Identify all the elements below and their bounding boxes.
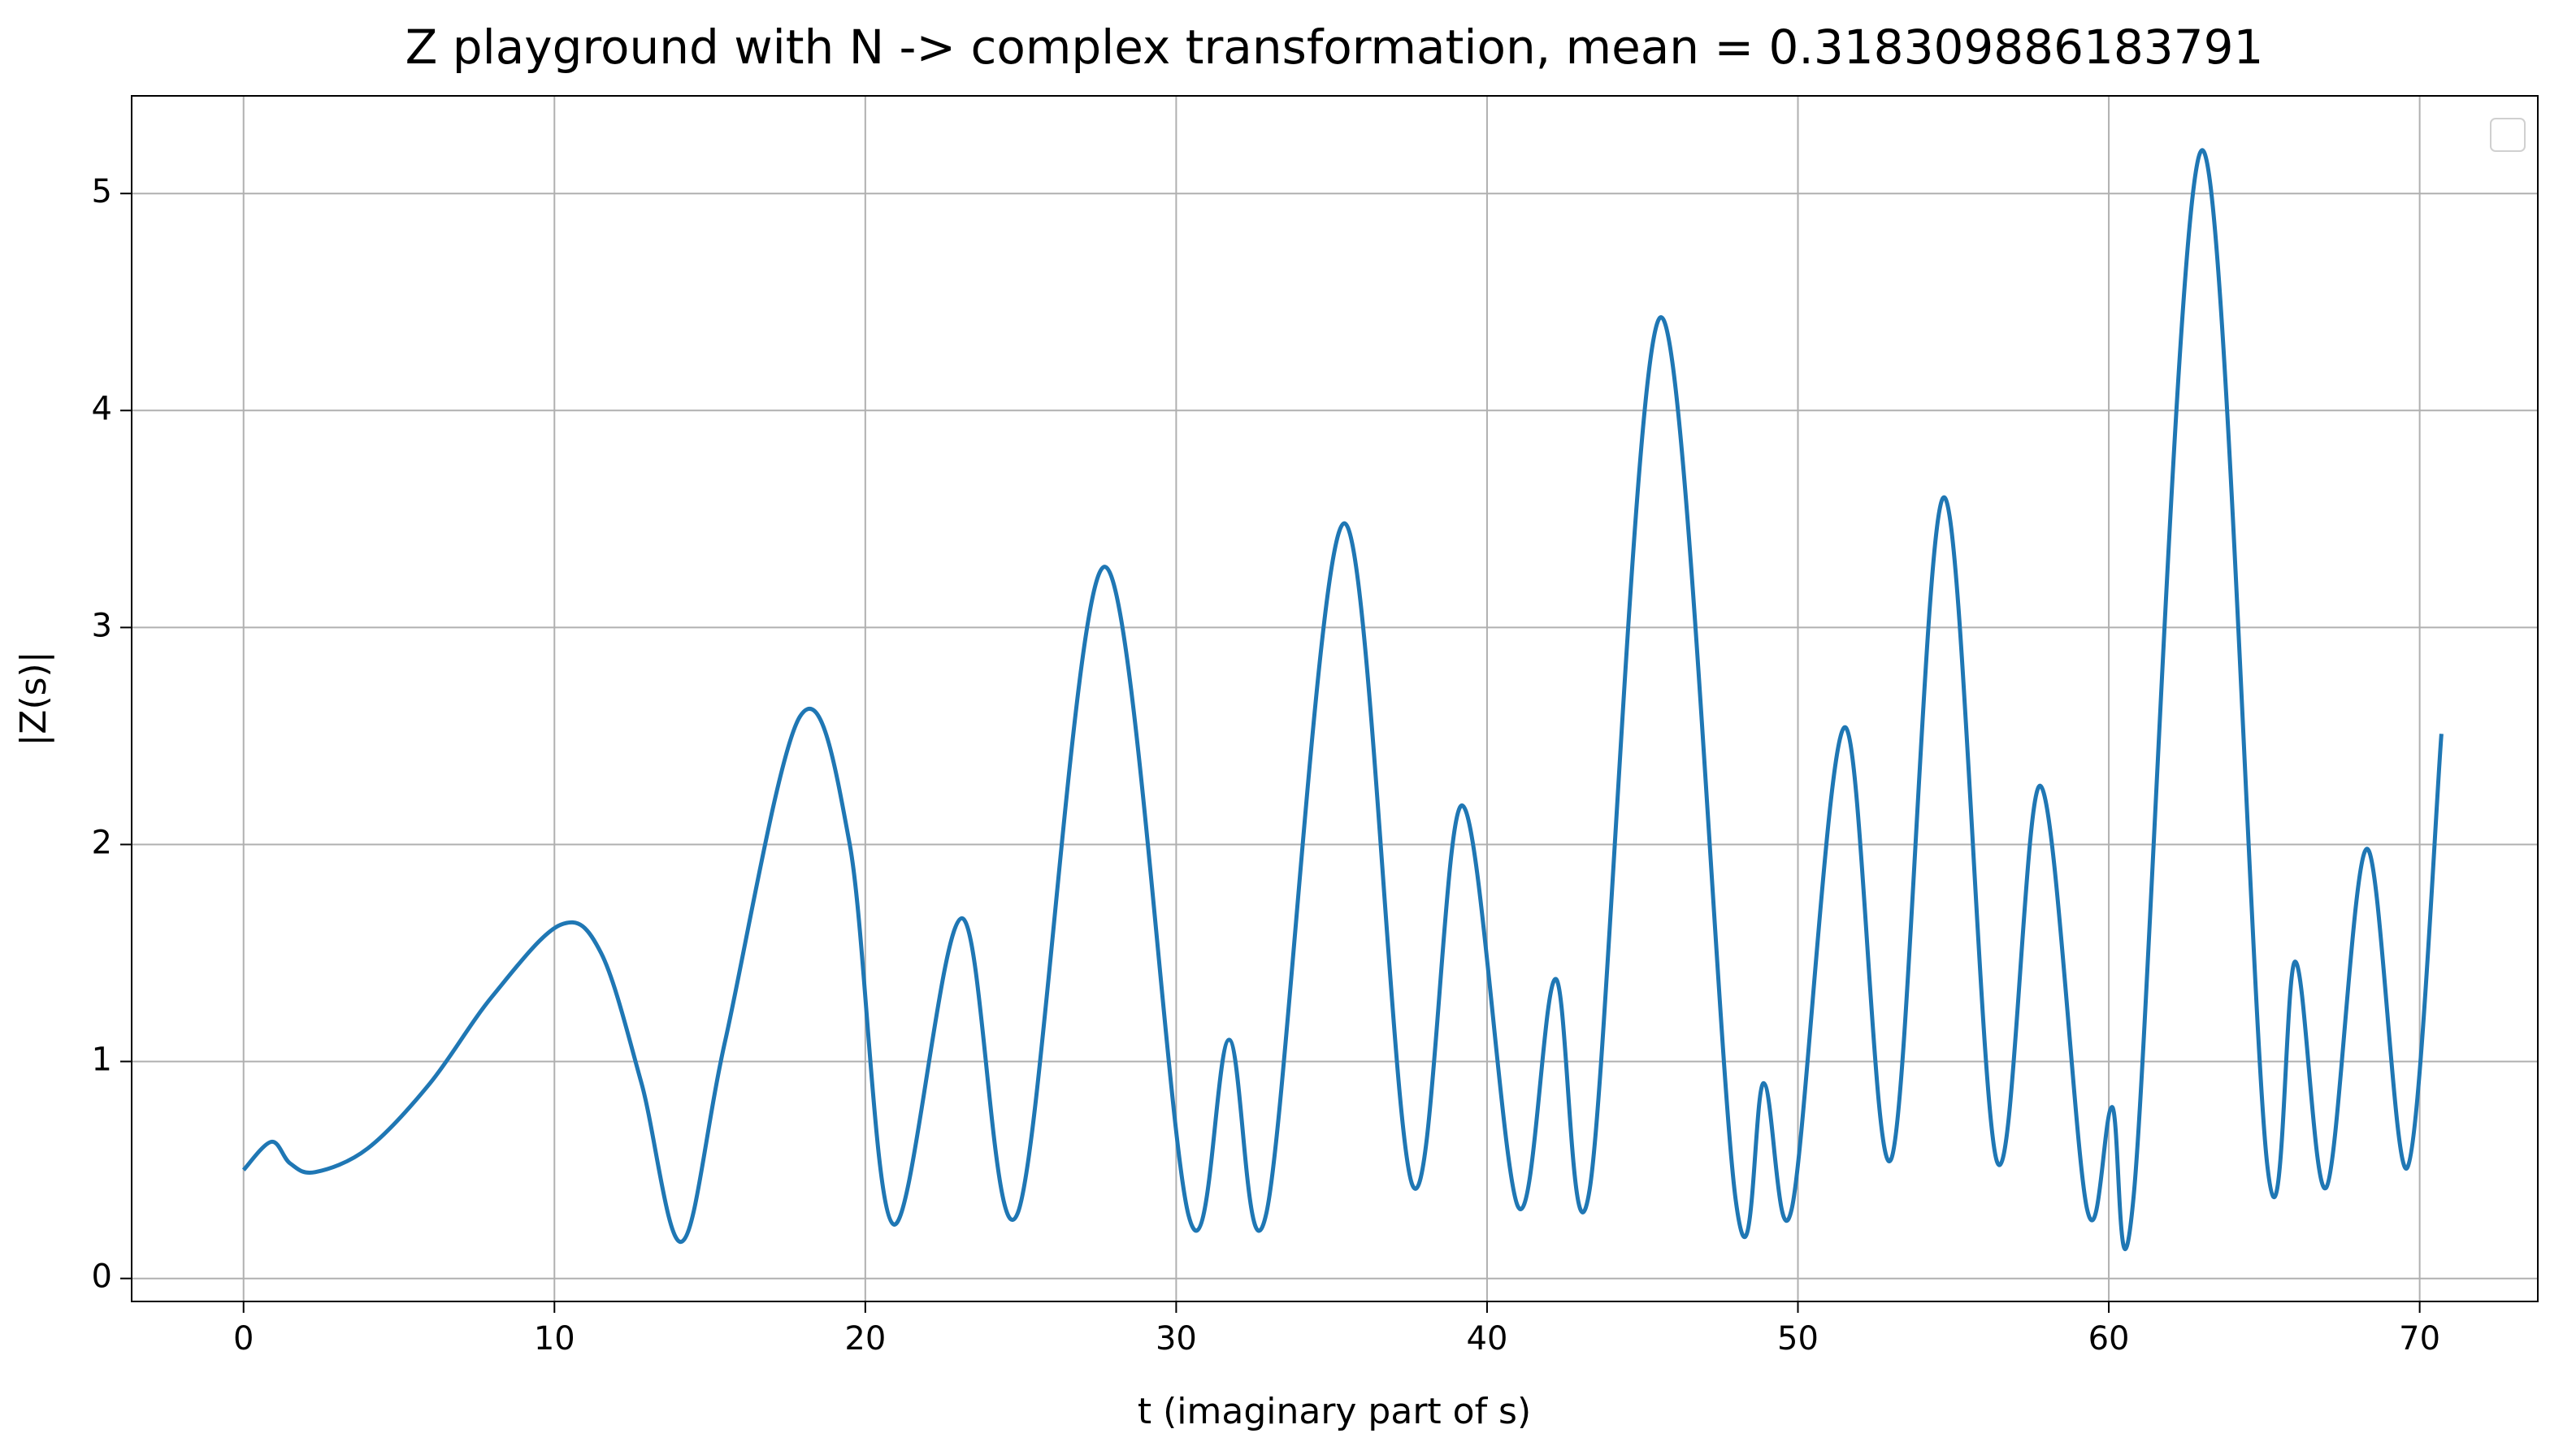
y-tick-label: 2 xyxy=(92,824,112,861)
x-tick-label: 0 xyxy=(233,1320,254,1358)
y-tick-label: 0 xyxy=(92,1258,112,1296)
y-tick-label: 4 xyxy=(92,390,112,427)
x-tick-label: 60 xyxy=(2088,1320,2130,1358)
x-tick-label: 30 xyxy=(1156,1320,1197,1358)
x-tick-label: 20 xyxy=(844,1320,886,1358)
data-line xyxy=(241,148,2444,1251)
y-tick-label: 1 xyxy=(92,1041,112,1079)
y-tick-label: 3 xyxy=(92,607,112,644)
chart-title: Z playground with N -> complex transform… xyxy=(405,19,2264,75)
x-tick-label: 40 xyxy=(1467,1320,1508,1358)
x-tick-label: 50 xyxy=(1777,1320,1819,1358)
legend-box xyxy=(2490,118,2526,152)
y-axis-label: |Z(s)| xyxy=(13,651,54,746)
x-axis-label: t (imaginary part of s) xyxy=(1138,1391,1531,1432)
x-tick-label: 70 xyxy=(2399,1320,2440,1358)
x-tick-label: 10 xyxy=(534,1320,575,1358)
y-tick-label: 5 xyxy=(92,173,112,210)
plot-frame xyxy=(131,95,2539,1302)
